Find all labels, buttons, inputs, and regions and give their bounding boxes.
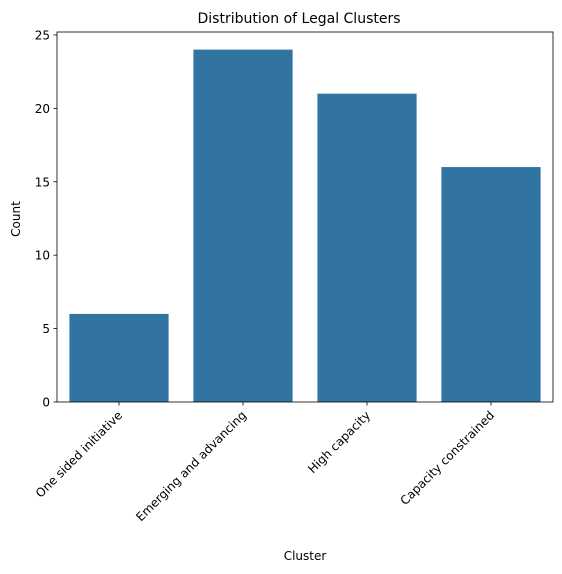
bar-high-capacity	[317, 94, 416, 402]
x-axis-label: Cluster	[284, 549, 327, 563]
y-tick-label: 25	[35, 28, 50, 42]
chart-title: Distribution of Legal Clusters	[197, 11, 400, 27]
y-tick-label: 10	[35, 249, 50, 263]
x-tick-label: High capacity	[305, 408, 373, 476]
bars-layer	[69, 50, 540, 402]
bar-one-sided-initiative	[69, 314, 168, 402]
y-tick-label: 0	[42, 396, 50, 410]
y-tick-label: 20	[35, 102, 50, 116]
x-tick-label: Capacity constrained	[397, 408, 497, 508]
x-tick-label: Emerging and advancing	[133, 408, 249, 524]
y-tick-label: 15	[35, 175, 50, 189]
x-tick-label: One sided initiative	[33, 408, 125, 500]
y-axis-label: Count	[9, 201, 23, 237]
bar-capacity-constrained	[441, 167, 540, 402]
bar-emerging-and-advancing	[193, 50, 292, 402]
y-tick-label: 5	[42, 322, 50, 336]
